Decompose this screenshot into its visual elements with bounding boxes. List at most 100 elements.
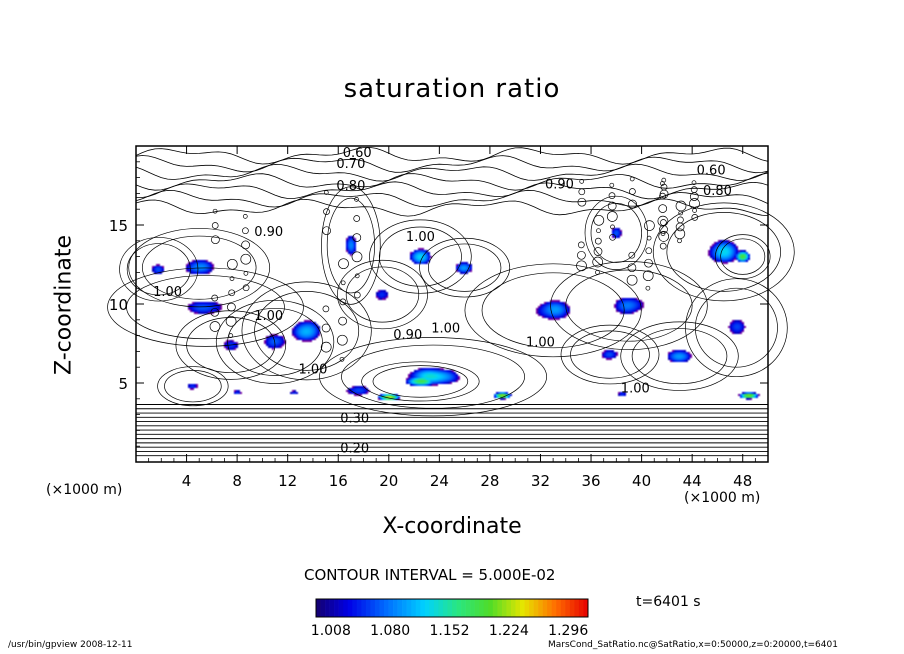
x-tick-label-6: 28 bbox=[480, 472, 499, 490]
colorbar-segment-0 bbox=[316, 599, 321, 617]
contour-label-14: 0.80 bbox=[703, 184, 732, 199]
colorbar-segment-25 bbox=[429, 599, 435, 617]
colorbar-tick-label-0: 1.008 bbox=[311, 623, 351, 639]
colorbar-segment-16 bbox=[388, 599, 394, 617]
colorbar-segment-20 bbox=[406, 599, 412, 617]
contour-label-8: 1.00 bbox=[431, 321, 460, 336]
colorbar-segment-21 bbox=[411, 599, 417, 617]
colorbar-segment-47 bbox=[529, 599, 534, 617]
colorbar-segment-54 bbox=[560, 599, 566, 617]
x-tick-label-1: 8 bbox=[232, 472, 242, 490]
colorbar-segment-33 bbox=[465, 599, 471, 617]
colorbar-tick-label-3: 1.224 bbox=[489, 623, 529, 639]
colorbar-segment-29 bbox=[447, 599, 453, 617]
colorbar-segment-37 bbox=[483, 599, 489, 617]
contour-label-9: 1.00 bbox=[526, 336, 555, 351]
colorbar-segment-56 bbox=[569, 599, 575, 617]
colorbar-segment-1 bbox=[320, 599, 326, 617]
colorbar-segment-35 bbox=[474, 599, 480, 617]
turbulent-contours bbox=[209, 176, 700, 362]
colorbar-segment-8 bbox=[352, 599, 358, 617]
footer-program-info: /usr/bin/gpview 2008-12-11 bbox=[8, 640, 133, 650]
colorbar-segment-45 bbox=[520, 599, 525, 617]
colorbar-segment-13 bbox=[374, 599, 380, 617]
colorbar-segment-59 bbox=[583, 599, 589, 617]
x-unit-right-label: (×1000 m) bbox=[684, 490, 761, 506]
colorbar-segment-23 bbox=[420, 599, 426, 617]
chart-title: saturation ratio bbox=[343, 74, 561, 104]
colorbar-tick-label-1: 1.080 bbox=[370, 623, 410, 639]
footer-data-source: MarsCond_SatRatio.nc@SatRatio,x=0:50000,… bbox=[548, 640, 838, 650]
colorbar-segment-14 bbox=[379, 599, 385, 617]
colorbar-segment-17 bbox=[393, 599, 398, 617]
contour-label-13: 0.60 bbox=[697, 163, 726, 178]
colorbar-segment-12 bbox=[370, 599, 376, 617]
colorbar-segment-27 bbox=[438, 599, 444, 617]
x-tick-label-3: 16 bbox=[329, 472, 348, 490]
colorbar-segment-39 bbox=[492, 599, 498, 617]
colorbar-segment-43 bbox=[510, 599, 516, 617]
contour-label-7: 0.90 bbox=[393, 328, 422, 343]
colorbar-segment-19 bbox=[402, 599, 407, 617]
y-tick-label-2: 15 bbox=[109, 217, 128, 235]
colorbar-segment-31 bbox=[456, 599, 462, 617]
x-tick-label-9: 40 bbox=[632, 472, 651, 490]
contour-label-1: 0.70 bbox=[336, 157, 365, 172]
colorbar-segment-4 bbox=[334, 599, 339, 617]
contour-label-3: 0.90 bbox=[254, 225, 283, 240]
colorbar-segment-2 bbox=[325, 599, 330, 617]
x-tick-label-4: 20 bbox=[379, 472, 398, 490]
contour-label-10: 1.00 bbox=[298, 363, 327, 378]
colorbar-segment-7 bbox=[347, 599, 353, 617]
contour-label-4: 1.00 bbox=[406, 230, 435, 245]
contour-label-11: 1.00 bbox=[621, 381, 650, 396]
y-tick-label-0: 5 bbox=[118, 375, 128, 393]
colorbar-tick-label-4: 1.296 bbox=[548, 623, 588, 639]
saturation-field bbox=[136, 146, 768, 462]
ground-contours bbox=[136, 404, 768, 457]
colorbar-segment-55 bbox=[565, 599, 571, 617]
colorbar-segment-51 bbox=[547, 599, 553, 617]
x-unit-left-label: (×1000 m) bbox=[46, 482, 123, 498]
colorbar-tick-label-2: 1.152 bbox=[429, 623, 469, 639]
colorbar-segment-5 bbox=[338, 599, 344, 617]
y-tick-label-1: 10 bbox=[109, 296, 128, 314]
colorbar-segment-9 bbox=[356, 599, 362, 617]
time-label: t=6401 s bbox=[636, 594, 701, 610]
colorbar-frame bbox=[315, 598, 589, 618]
x-tick-label-10: 44 bbox=[683, 472, 702, 490]
x-tick-label-0: 4 bbox=[182, 472, 192, 490]
contour-label-2: 0.80 bbox=[336, 179, 365, 194]
x-tick-label-11: 48 bbox=[733, 472, 752, 490]
colorbar-segment-38 bbox=[488, 599, 494, 617]
colorbar-segment-58 bbox=[578, 599, 584, 617]
x-tick-label-8: 36 bbox=[581, 472, 600, 490]
colorbar-segment-11 bbox=[365, 599, 371, 617]
colorbar-segment-30 bbox=[452, 599, 457, 617]
colorbar-segment-26 bbox=[433, 599, 439, 617]
colorbar-segment-40 bbox=[497, 599, 503, 617]
colorbar-segment-6 bbox=[343, 599, 349, 617]
colorbar-segment-53 bbox=[556, 599, 562, 617]
contour-label-0: 0.60 bbox=[343, 146, 372, 161]
colorbar-segment-36 bbox=[479, 599, 485, 617]
colorbar-segment-42 bbox=[506, 599, 512, 617]
colorbar-segment-24 bbox=[424, 599, 430, 617]
contour-label-16: 0.20 bbox=[340, 442, 369, 457]
x-tick-label-7: 32 bbox=[531, 472, 550, 490]
x-axis-label: X-coordinate bbox=[382, 514, 522, 539]
colorbar-segment-46 bbox=[524, 599, 530, 617]
contour-label-5: 1.00 bbox=[153, 285, 182, 300]
contour-label-6: 1.00 bbox=[254, 309, 283, 324]
x-tick-label-2: 12 bbox=[278, 472, 297, 490]
contour-interval-label: CONTOUR INTERVAL = 5.000E-02 bbox=[304, 566, 556, 584]
colorbar-segment-32 bbox=[461, 599, 466, 617]
contour-label-15: 0.30 bbox=[340, 412, 369, 427]
colorbar-segment-57 bbox=[574, 599, 580, 617]
contour-label-12: 0.90 bbox=[545, 178, 574, 193]
colorbar-segment-22 bbox=[415, 599, 421, 617]
colorbar-segment-28 bbox=[442, 599, 448, 617]
colorbar-segment-34 bbox=[470, 599, 475, 617]
colorbar-segment-15 bbox=[384, 599, 389, 617]
